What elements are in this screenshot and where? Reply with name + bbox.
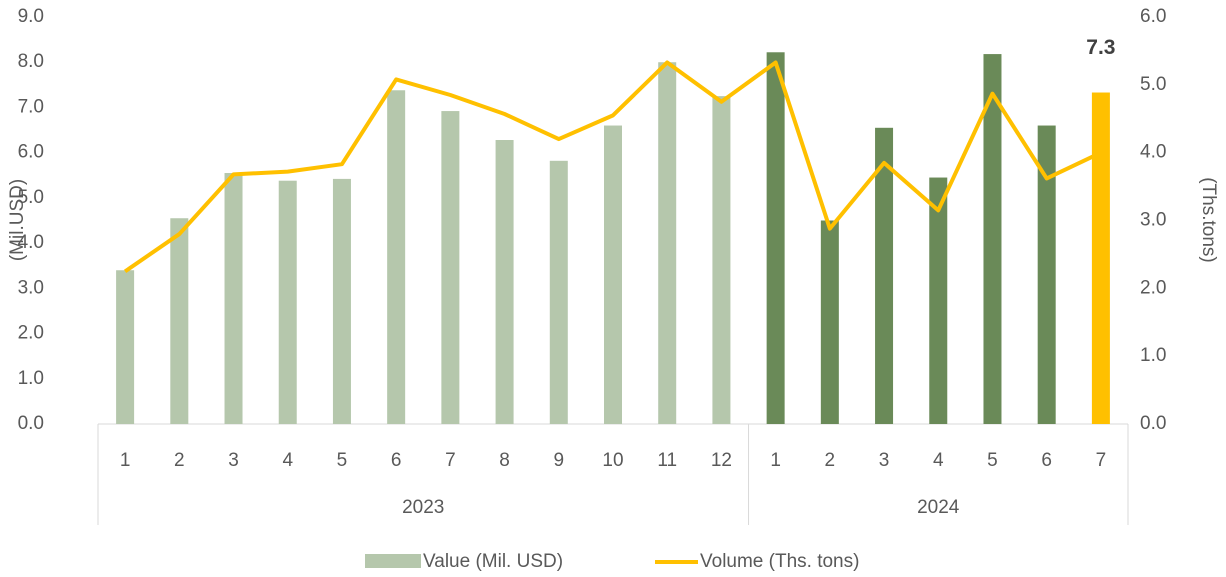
y-axis-label: (Mil.USD) xyxy=(7,179,28,261)
bar xyxy=(875,127,894,425)
x-tick-label: 4 xyxy=(933,450,944,471)
bar xyxy=(1037,125,1056,425)
y2-tick-label: 1.0 xyxy=(1140,345,1166,366)
x-tick-label: 3 xyxy=(879,450,890,471)
y-tick-label: 5.0 xyxy=(18,187,44,208)
y-tick-label: 9.0 xyxy=(18,6,44,27)
bar xyxy=(820,220,839,424)
y2-tick-label: 6.0 xyxy=(1140,6,1166,27)
y-tick-label: 8.0 xyxy=(18,51,44,72)
group-label: 2023 xyxy=(402,497,444,518)
x-tick-label: 7 xyxy=(445,450,456,471)
x-tick-label: 6 xyxy=(1041,450,1052,471)
legend-swatch xyxy=(365,554,421,568)
y2-tick-label: 5.0 xyxy=(1140,74,1166,95)
x-tick-label: 4 xyxy=(282,450,293,471)
bar xyxy=(929,177,948,424)
x-tick-label: 2 xyxy=(825,450,836,471)
bar xyxy=(495,140,514,424)
y2-tick-label: 2.0 xyxy=(1140,277,1166,298)
x-tick-label: 2 xyxy=(174,450,185,471)
y-tick-label: 2.0 xyxy=(18,323,44,344)
data-label: 7.3 xyxy=(1086,36,1115,59)
bar xyxy=(224,173,243,424)
group-label: 2024 xyxy=(917,497,960,518)
legend-label: Value (Mil. USD) xyxy=(423,551,563,572)
bar xyxy=(712,96,731,424)
y-tick-label: 7.0 xyxy=(18,96,44,117)
y-tick-label: 4.0 xyxy=(18,232,44,253)
y2-axis-label: (Ths.tons) xyxy=(1198,177,1219,263)
bar xyxy=(1091,92,1110,424)
line xyxy=(123,60,1102,274)
y2-tick-label: 4.0 xyxy=(1140,142,1166,163)
bar xyxy=(170,218,189,424)
bar xyxy=(116,270,135,424)
bar xyxy=(983,54,1002,425)
x-tick-label: 11 xyxy=(657,450,677,471)
y2-tick-label: 3.0 xyxy=(1140,210,1166,231)
legend-label: Volume (Ths. tons) xyxy=(700,551,859,572)
bar xyxy=(604,125,622,425)
y-tick-label: 6.0 xyxy=(18,142,44,163)
x-tick-label: 5 xyxy=(337,450,348,471)
y2-tick-label: 0.0 xyxy=(1140,413,1166,434)
x-tick-label: 12 xyxy=(711,450,732,471)
bar xyxy=(658,62,677,424)
x-tick-label: 10 xyxy=(602,450,623,471)
x-tick-label: 3 xyxy=(228,450,239,471)
y-tick-label: 1.0 xyxy=(18,368,44,389)
bar xyxy=(766,52,785,424)
x-tick-label: 9 xyxy=(554,450,565,471)
x-tick-label: 7 xyxy=(1096,450,1107,471)
bar xyxy=(278,180,297,424)
x-tick-label: 1 xyxy=(770,450,781,471)
x-tick-label: 5 xyxy=(987,450,998,471)
x-tick-label: 6 xyxy=(391,450,402,471)
bar xyxy=(549,160,568,424)
bar xyxy=(441,111,460,424)
x-tick-label: 1 xyxy=(120,450,131,471)
y-tick-label: 0.0 xyxy=(18,413,44,434)
bar xyxy=(387,90,406,424)
bar xyxy=(332,178,351,424)
x-tick-label: 8 xyxy=(499,450,510,471)
y-tick-label: 3.0 xyxy=(18,277,44,298)
